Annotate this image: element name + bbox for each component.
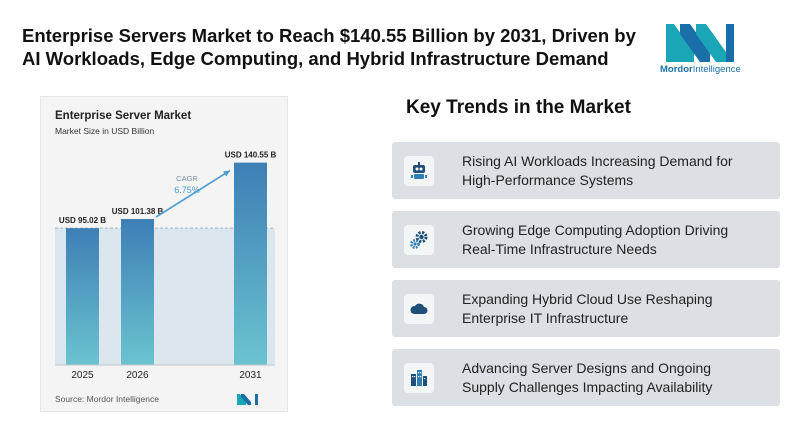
trend-line-1: Expanding Hybrid Cloud Use Reshaping — [462, 291, 713, 307]
cloud-icon — [410, 303, 428, 314]
x-tick-label-2031: 2031 — [239, 370, 262, 381]
server-buildings-icon — [411, 370, 427, 386]
brand-name-rest: Intelligence — [692, 64, 741, 75]
trend-icon-box — [404, 156, 434, 186]
trend-line-2: Real-Time Infrastructure Needs — [462, 241, 657, 257]
chart-card: USD 95.02 B 2025 USD 101.38 B 2026 USD 140.5… — [40, 96, 288, 412]
x-tick-label-2025: 2025 — [71, 370, 94, 381]
brand-name: MordorIntelligence — [660, 64, 780, 75]
bar-2025 — [66, 228, 99, 365]
chart-subtitle: Market Size in USD Billion — [55, 126, 155, 136]
trend-text: Advancing Server Designs and Ongoing Sup… — [462, 359, 772, 397]
mordor-logo-icon — [666, 24, 734, 62]
headline-line-2: AI Workloads, Edge Computing, and Hybrid… — [22, 48, 609, 69]
bar-2026 — [121, 219, 154, 365]
trend-card-ai-workloads: Rising AI Workloads Increasing Demand fo… — [392, 142, 780, 199]
trend-text: Growing Edge Computing Adoption Driving … — [462, 221, 772, 259]
trend-line-2: High-Performance Systems — [462, 172, 634, 188]
bar-2031 — [234, 162, 267, 365]
chart-source: Source: Mordor Intelligence — [55, 394, 159, 404]
trend-text: Expanding Hybrid Cloud Use Reshaping Ent… — [462, 290, 772, 328]
headline-line-1: Enterprise Servers Market to Reach $140.… — [22, 25, 636, 46]
trend-line-1: Advancing Server Designs and Ongoing — [462, 360, 712, 376]
mordor-mini-logo-icon — [237, 394, 258, 405]
data-label-2025: USD 95.02 B — [59, 216, 106, 225]
data-label-2031: USD 140.55 B — [225, 151, 277, 160]
brand-logo: MordorIntelligence — [660, 18, 780, 80]
trend-line-2: Enterprise IT Infrastructure — [462, 310, 629, 326]
data-label-2026: USD 101.38 B — [112, 207, 164, 216]
gears-icon — [410, 231, 428, 249]
trend-card-edge-computing: Growing Edge Computing Adoption Driving … — [392, 211, 780, 268]
trend-icon-box — [404, 225, 434, 255]
x-tick-label-2026: 2026 — [126, 370, 149, 381]
trend-line-1: Growing Edge Computing Adoption Driving — [462, 222, 729, 238]
trend-line-2: Supply Challenges Impacting Availability — [462, 379, 713, 395]
brand-name-bold: Mordor — [660, 64, 693, 75]
cagr-arrow-head — [223, 170, 230, 177]
cagr-arrow — [155, 169, 231, 218]
trends-title: Key Trends in the Market — [406, 97, 631, 118]
bar-chart: USD 95.02 B 2025 USD 101.38 B 2026 USD 140.5… — [55, 151, 277, 381]
trend-line-1: Rising AI Workloads Increasing Demand fo… — [462, 153, 733, 169]
chart-title: Enterprise Server Market — [55, 110, 192, 122]
cagr-value: 6.75% — [174, 185, 200, 195]
robot-icon — [411, 162, 427, 179]
trend-card-server-designs: Advancing Server Designs and Ongoing Sup… — [392, 349, 780, 406]
trend-icon-box — [404, 294, 434, 324]
trend-icon-box — [404, 363, 434, 393]
trend-card-hybrid-cloud: Expanding Hybrid Cloud Use Reshaping Ent… — [392, 280, 780, 337]
trend-text: Rising AI Workloads Increasing Demand fo… — [462, 152, 772, 190]
headline: Enterprise Servers Market to Reach $140.… — [22, 24, 662, 70]
cagr-label: CAGR — [176, 174, 198, 183]
